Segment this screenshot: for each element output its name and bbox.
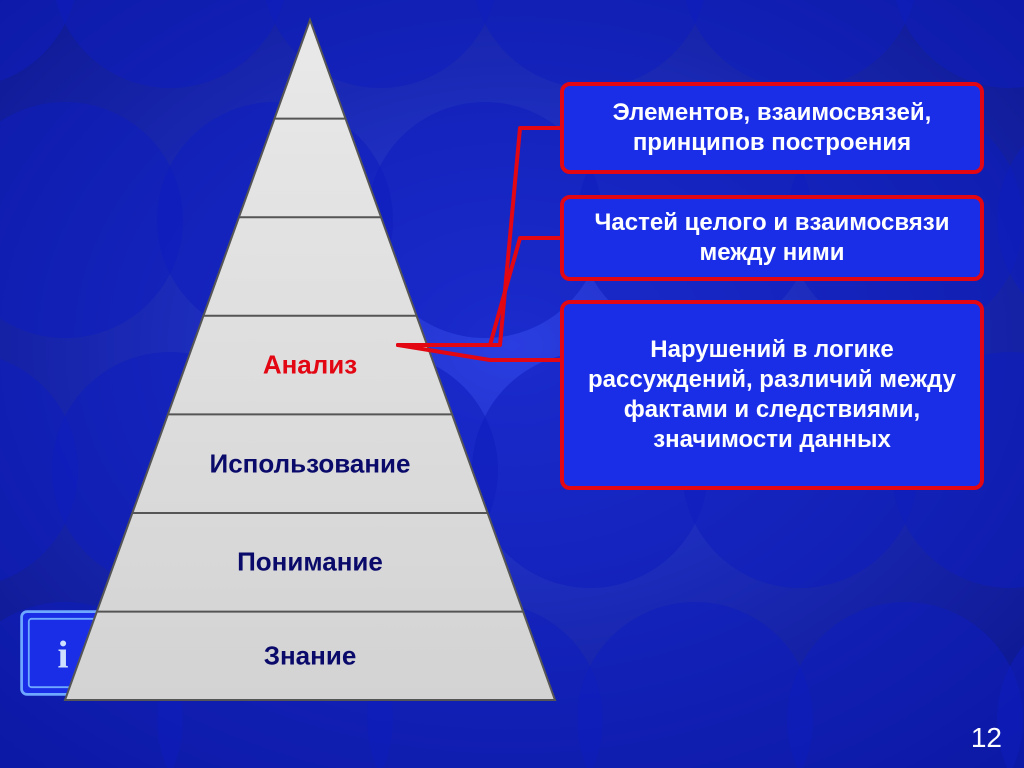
pyramid-level-label: Использование bbox=[160, 448, 460, 479]
callout-box: Нарушений в логике рассуждений, различий… bbox=[560, 300, 984, 490]
pyramid-level-label: Анализ bbox=[160, 350, 460, 381]
pyramid-level-label: Знание bbox=[160, 640, 460, 671]
callout-box: Элементов, взаимосвязей, принципов постр… bbox=[560, 82, 984, 174]
callout-box: Частей целого и взаимосвязи между ними bbox=[560, 195, 984, 281]
pyramid-level-label: Понимание bbox=[160, 547, 460, 578]
slide-stage: i АнализИспользованиеПониманиеЗнание Эле… bbox=[0, 0, 1024, 768]
page-number: 12 bbox=[971, 722, 1002, 754]
